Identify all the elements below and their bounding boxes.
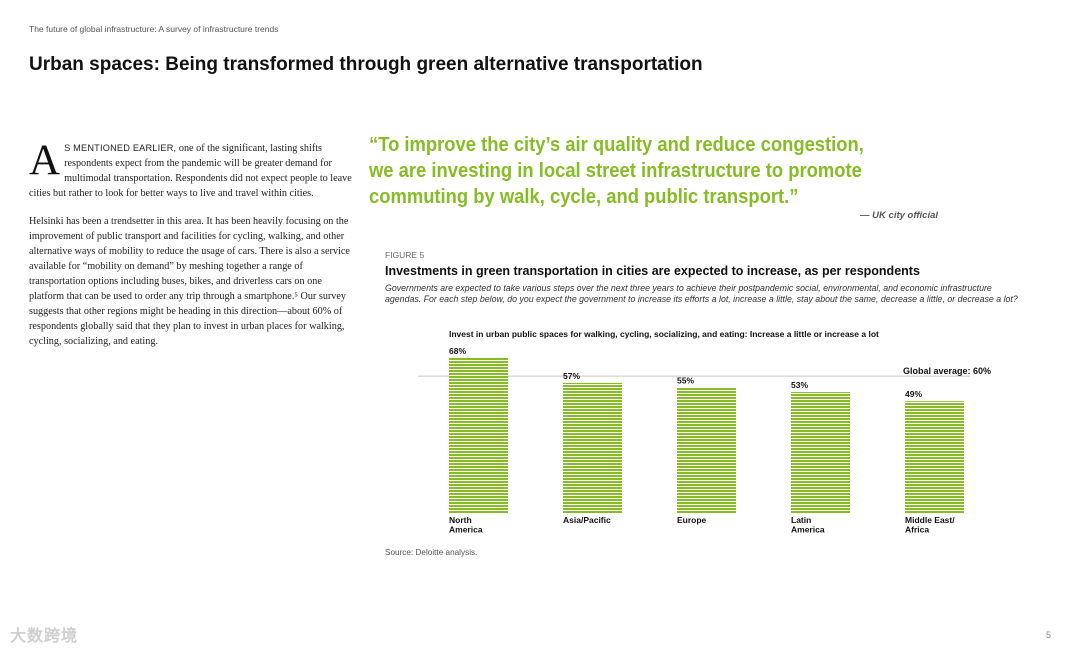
figure-subtitle: Governments are expected to take various… [385,283,1018,304]
body-text: As mentioned earlier, one of the signifi… [29,137,353,362]
bar-2 [677,387,736,513]
category-label-0-0: North [449,515,472,525]
bar-4 [905,401,964,513]
lead-in: s mentioned earlier, [64,143,177,153]
bar-chart: Global average: 60%68%NorthAmerica57%Asi… [418,346,991,535]
category-label-4-0: Middle East/ [905,515,955,525]
value-label-2: 55% [677,375,694,385]
body-paragraph-2: Helsinki has been a trendsetter in this … [29,216,350,347]
value-label-1: 57% [563,371,580,381]
chart-title: Invest in urban public spaces for walkin… [449,329,879,339]
page-title: Urban spaces: Being transformed through … [29,54,703,75]
running-head: The future of global infrastructure: A s… [29,24,279,34]
figure-source: Source: Deloitte analysis. [385,548,478,557]
watermark-logo: 大数跨境 [10,628,79,645]
page-number: 5 [1045,630,1051,640]
dropcap: A [29,137,61,184]
figure-label: FIGURE 5 [385,250,425,260]
value-label-3: 53% [791,380,808,390]
global-average-label: Global average: 60% [903,366,991,376]
value-label-4: 49% [905,389,922,399]
bar-0 [449,357,508,513]
category-label-2-0: Europe [677,515,707,525]
bar-1 [563,382,622,513]
pull-quote: “To improve the city’s air quality and r… [369,134,864,208]
value-label-0: 68% [449,346,466,356]
category-label-1-0: Asia/Pacific [563,515,611,525]
category-label-3-1: America [791,525,825,535]
body-paragraph-1-text: one of the significant, lasting shifts r… [29,143,352,199]
body-paragraph-1: As mentioned earlier, one of the signifi… [29,137,353,201]
category-label-3-0: Latin [791,515,811,525]
bar-3 [791,392,850,513]
quote-attribution: — UK city official [860,210,938,221]
category-label-4-1: Africa [905,525,929,535]
figure-title: Investments in green transportation in c… [385,264,920,278]
category-label-0-1: America [449,525,483,535]
